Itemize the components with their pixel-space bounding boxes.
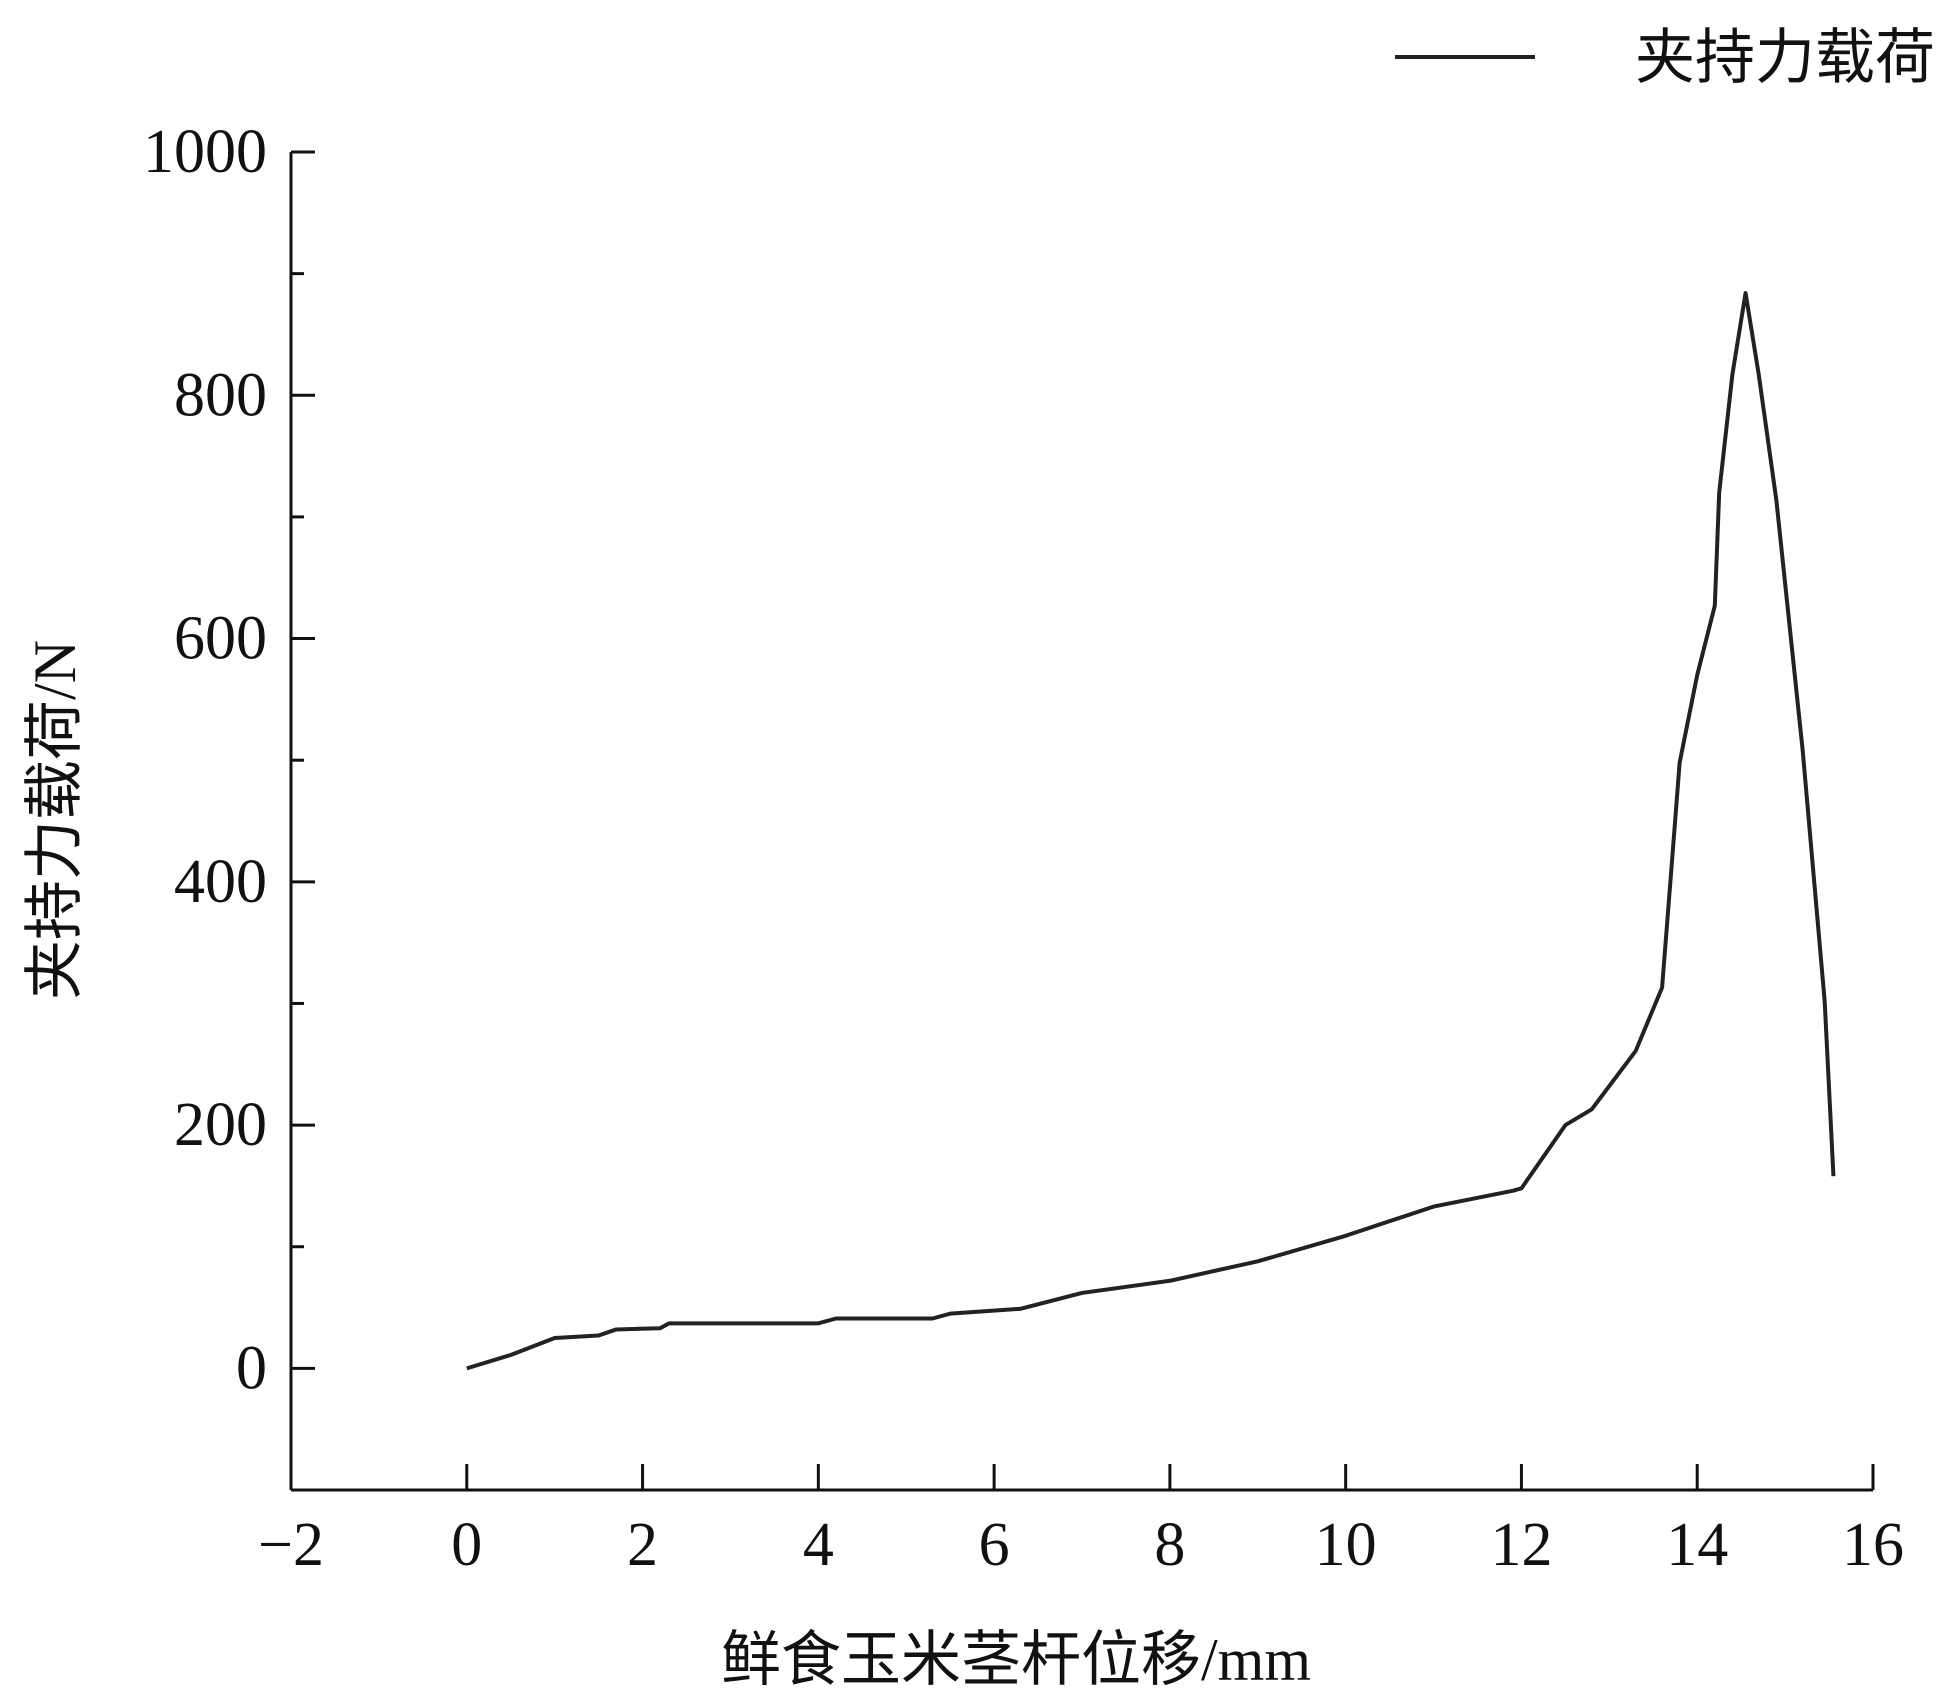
x-tick-label: 16 [1842, 1511, 1904, 1579]
y-tick-label: 600 [174, 605, 267, 673]
x-tick-label: 8 [1154, 1511, 1185, 1579]
y-tick-label: 400 [174, 848, 267, 916]
y-axis-label: 夹持力载荷/N [22, 640, 88, 1000]
x-axis-label: 鲜食玉米茎杆位移/mm [721, 1627, 1311, 1693]
x-tick-label: 0 [451, 1511, 482, 1579]
x-tick-label: 12 [1490, 1511, 1552, 1579]
y-tick-label: 1000 [143, 118, 267, 186]
x-tick-label: −2 [258, 1511, 324, 1579]
x-tick-label: 2 [627, 1511, 658, 1579]
y-tick-label: 200 [174, 1091, 267, 1159]
data-line [466, 291, 1836, 1371]
legend-label: 夹持力载荷 [1635, 25, 1935, 91]
y-tick-label: 800 [174, 361, 267, 429]
x-tick-label: 6 [979, 1511, 1010, 1579]
x-tick-label: 14 [1666, 1511, 1728, 1579]
x-tick-label: 4 [803, 1511, 834, 1579]
y-tick-label: 0 [236, 1334, 267, 1402]
x-tick-label: 10 [1315, 1511, 1377, 1579]
